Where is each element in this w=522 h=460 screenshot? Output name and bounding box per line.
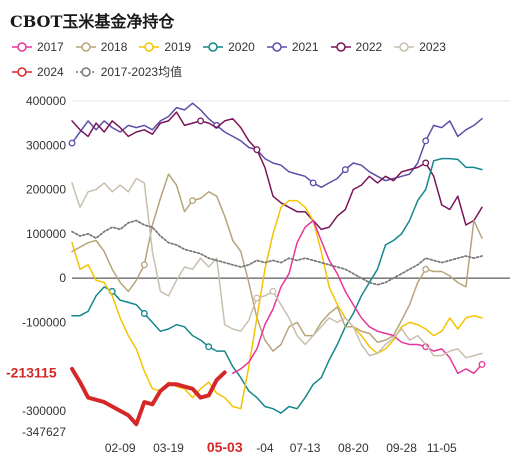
series-marker <box>423 266 429 272</box>
series-marker <box>206 344 212 350</box>
series-line-2020 <box>72 159 482 414</box>
x-tick-label: 07-13 <box>290 441 321 455</box>
series-marker <box>69 140 75 146</box>
y-tick-label: 200000 <box>26 183 66 197</box>
series-marker <box>190 198 196 204</box>
series-marker <box>423 138 429 144</box>
series-line-2017-2023均值 <box>72 221 482 285</box>
series-marker <box>254 147 260 153</box>
y-tick-label: -300000 <box>22 404 66 418</box>
y-tick-label: -347627 <box>22 425 66 439</box>
series-marker <box>310 180 316 186</box>
series-marker <box>343 167 349 173</box>
series-group <box>69 103 485 424</box>
x-tick-label: 09-28 <box>386 441 417 455</box>
series-marker <box>479 362 485 368</box>
series-marker <box>142 311 148 317</box>
x-tick-label: -04 <box>256 441 274 455</box>
series-marker <box>198 118 204 124</box>
x-tick-label: 02-09 <box>105 441 136 455</box>
y-tick-label: -100000 <box>22 315 66 329</box>
y-axis: 400000 300000 200000 100000 0 -100000 -300000 -… <box>22 94 66 439</box>
x-tick-label: 08-20 <box>338 441 369 455</box>
current-value-flag: -213115 <box>2 362 58 382</box>
series-line-2023 <box>72 179 482 358</box>
x-axis: 02-09 03-19 05-03 -04 07-13 08-20 09-28 11-05 <box>105 439 457 455</box>
series-marker <box>254 295 260 301</box>
y-tick-label: 100000 <box>26 227 66 241</box>
series-line-2021 <box>72 103 482 187</box>
series-line-2022 <box>72 112 482 229</box>
x-tick-label-highlight: 05-03 <box>207 439 243 455</box>
y-tick-label: 400000 <box>26 94 66 108</box>
series-line-2024 <box>72 369 225 424</box>
x-tick-label: 03-19 <box>153 441 184 455</box>
series-marker <box>142 262 148 268</box>
series-marker <box>270 289 276 295</box>
current-value-label: -213115 <box>6 364 57 380</box>
y-tick-label: 0 <box>59 271 66 285</box>
series-marker <box>423 160 429 166</box>
y-tick-label: 300000 <box>26 138 66 152</box>
x-tick-label: 11-05 <box>427 441 457 455</box>
